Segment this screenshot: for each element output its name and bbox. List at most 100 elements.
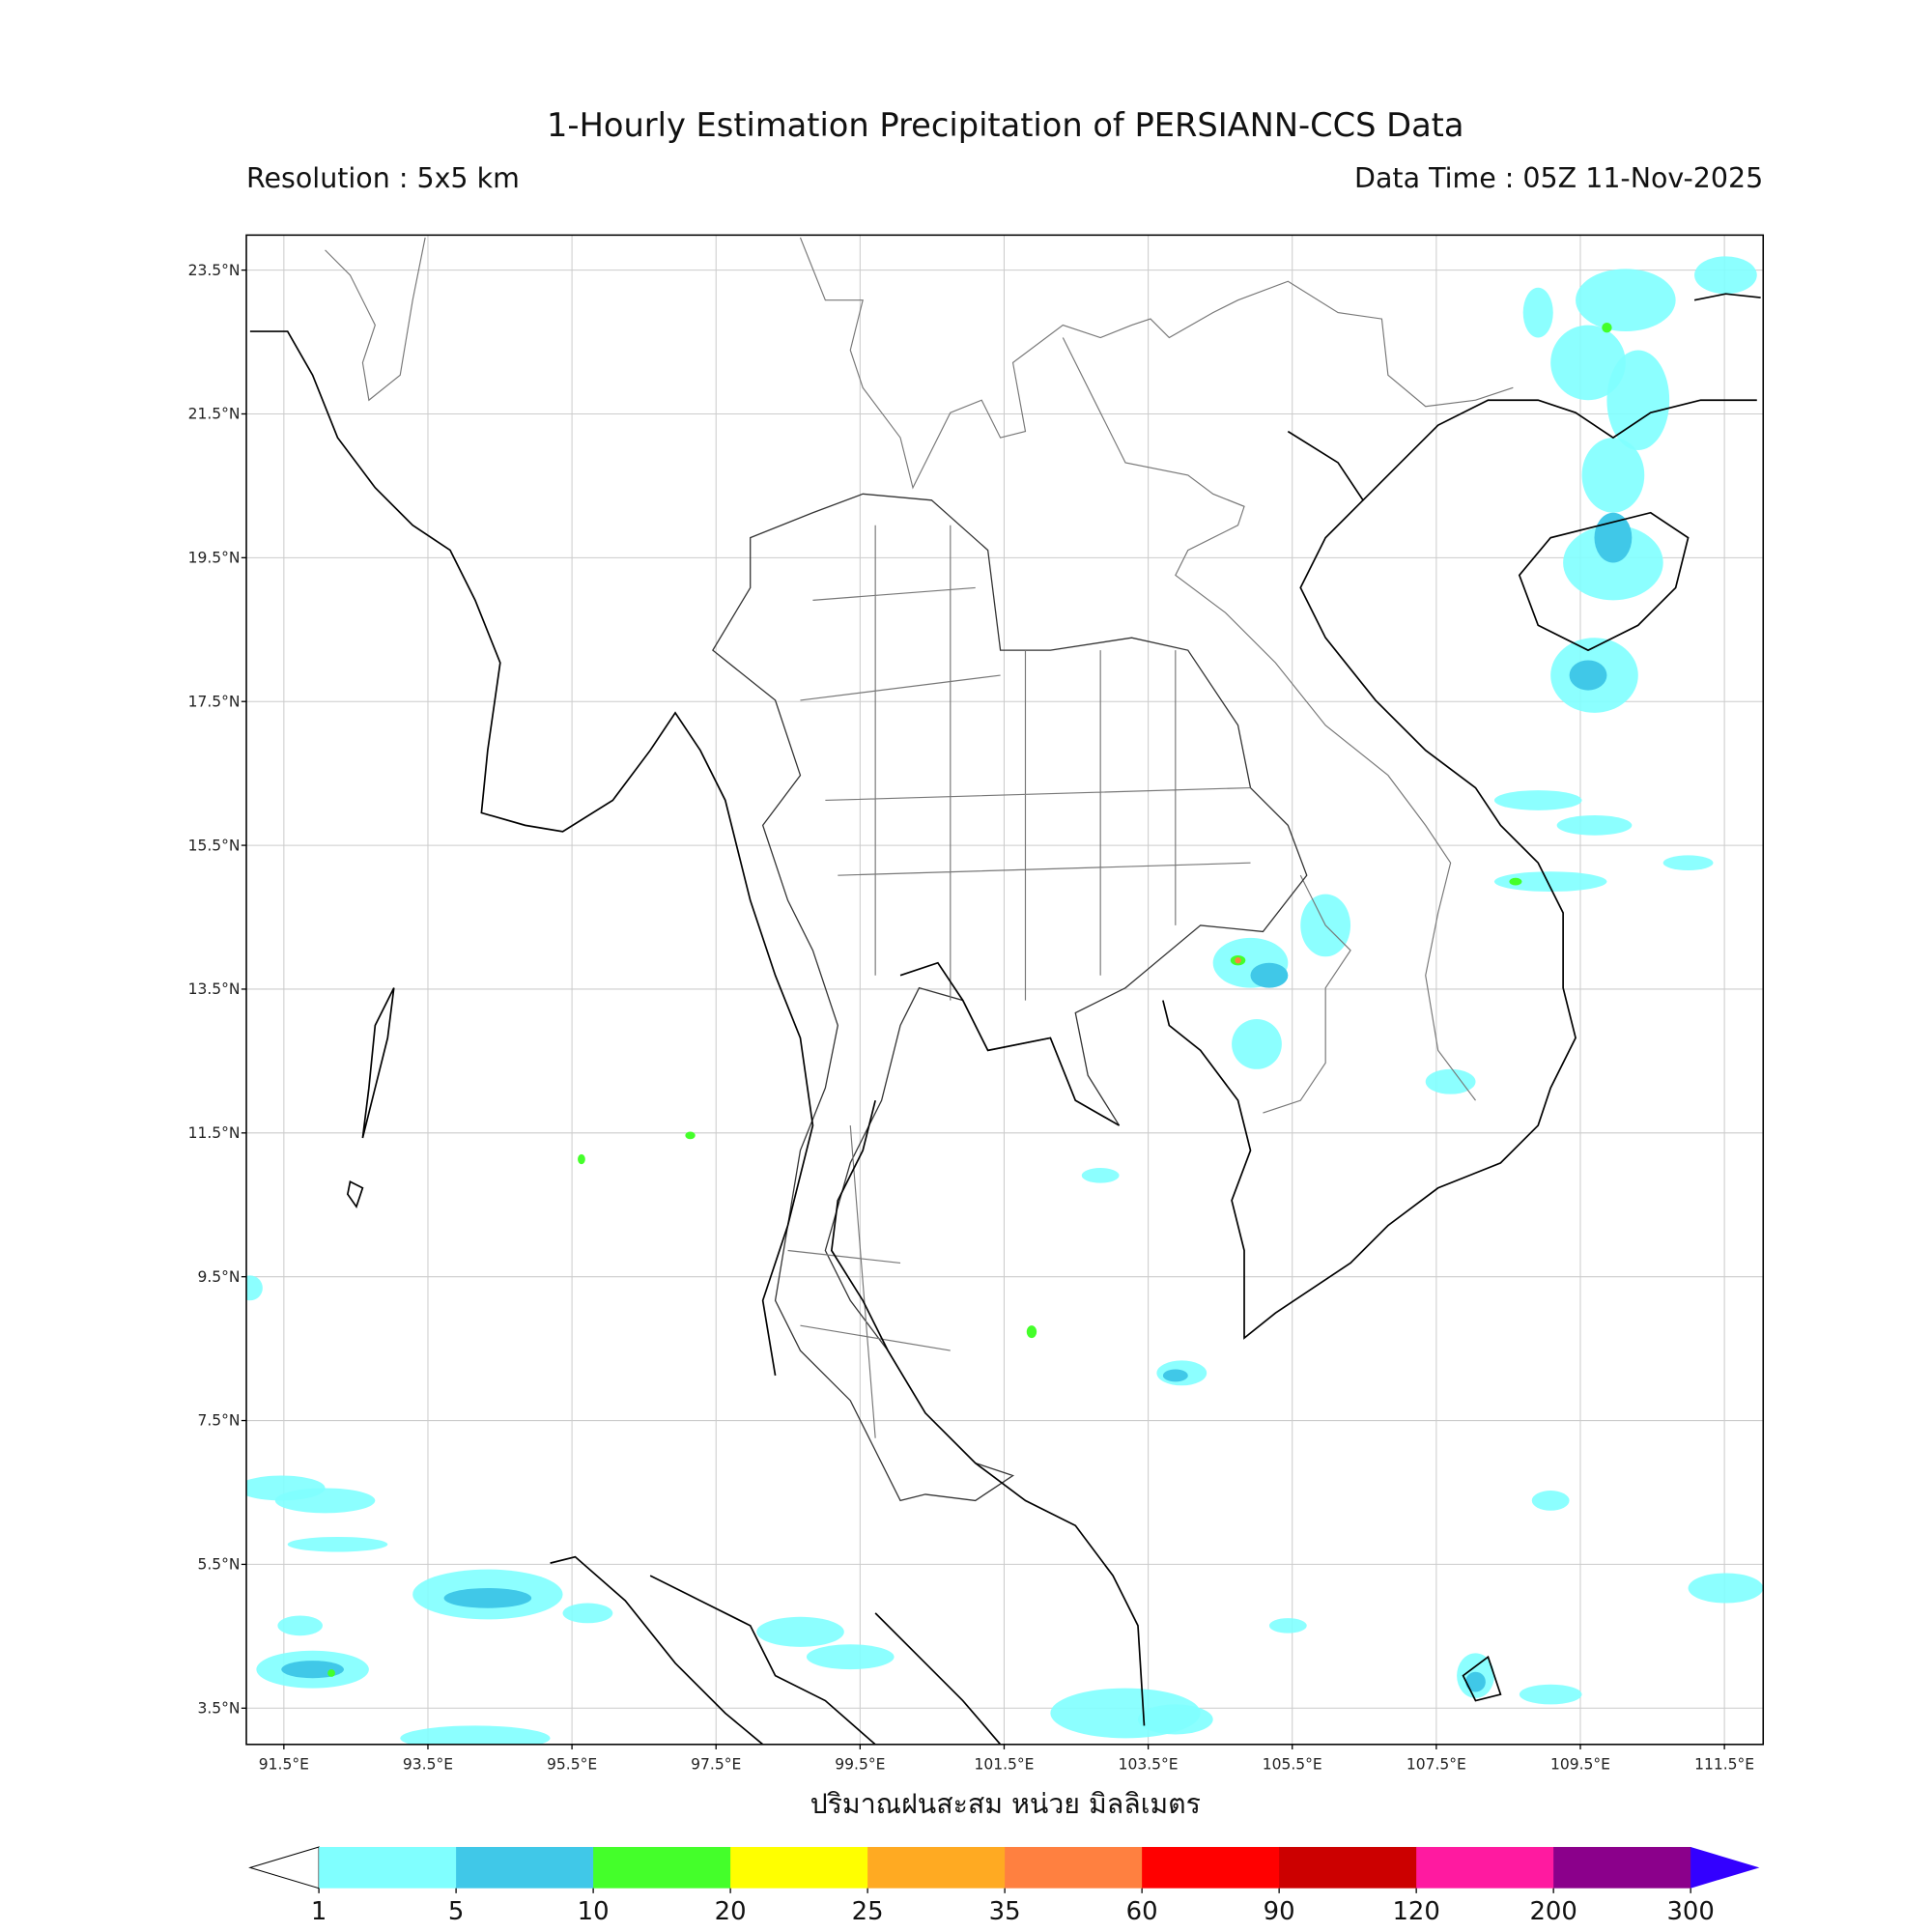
colorbar-tick-label: 5 (448, 1897, 464, 1926)
lat-label: 11.5°N (188, 1124, 241, 1142)
precip-area (1493, 871, 1607, 892)
precip-area (1602, 322, 1612, 333)
lat-label: 5.5°N (197, 1556, 240, 1574)
lon-label: 99.5°E (835, 1756, 885, 1774)
lon-label: 97.5°E (691, 1756, 741, 1774)
precipitation (246, 256, 1764, 1745)
precip-area (1465, 1671, 1486, 1692)
precip-area (1137, 1704, 1213, 1735)
lon-label: 105.5°E (1263, 1756, 1322, 1774)
precip-area (1576, 269, 1676, 332)
precip-area (1694, 256, 1757, 295)
lon-label: 93.5°E (403, 1756, 453, 1774)
colorbar-tick-label: 300 (1666, 1897, 1714, 1926)
island (346, 987, 395, 1209)
coastline (1162, 430, 1577, 1340)
precip-area (685, 1131, 696, 1140)
precip-area (443, 1588, 532, 1608)
colorbar-segment (1553, 1846, 1691, 1889)
colorbar-tick-label: 25 (852, 1897, 884, 1926)
colorbar-segment (1142, 1846, 1280, 1889)
coastline (550, 1555, 1502, 1745)
precip-area (1569, 660, 1607, 691)
thailand-outline (712, 493, 1308, 1502)
lon-label: 103.5°E (1119, 1756, 1179, 1774)
colorbar-segment (1279, 1846, 1417, 1889)
colorbar: 1 5 10 20 25 35 60 90 120 200 300 (248, 1846, 1760, 1926)
colorbar-over (1690, 1846, 1760, 1889)
precip-area (1235, 956, 1241, 964)
precip-area (1522, 287, 1553, 338)
lat-label: 9.5°N (197, 1268, 240, 1286)
lat-label: 13.5°N (188, 980, 241, 998)
precip-area (287, 1536, 388, 1552)
precip-area (1594, 512, 1633, 563)
precip-area (246, 1275, 263, 1301)
colorbar-tick-label: 60 (1126, 1897, 1158, 1926)
colorbar-segment (593, 1846, 731, 1889)
colorbar-tick-label: 90 (1264, 1897, 1295, 1926)
lat-label: 15.5°N (188, 837, 241, 854)
country-border (325, 237, 426, 402)
country-border (1062, 337, 1476, 1101)
lat-label: 19.5°N (188, 550, 241, 567)
precip-area (1519, 1684, 1582, 1705)
precip-area (1556, 815, 1633, 836)
precip-area (1081, 1168, 1120, 1183)
lon-label: 101.5°E (974, 1756, 1034, 1774)
colorbar-under (248, 1846, 320, 1889)
colorbar-segment (730, 1846, 868, 1889)
lon-label: 107.5°E (1406, 1756, 1466, 1774)
lat-label: 23.5°N (188, 262, 241, 279)
precip-area (562, 1603, 613, 1624)
lon-label: 91.5°E (259, 1756, 309, 1774)
coastline (830, 961, 1146, 1726)
precip-area (578, 1153, 585, 1165)
colorbar-segment (456, 1846, 594, 1889)
lon-label: 95.5°E (547, 1756, 597, 1774)
precip-area (1250, 962, 1289, 988)
lon-label: 109.5°E (1550, 1756, 1610, 1774)
precip-area (400, 1725, 551, 1745)
precip-area (1232, 1019, 1282, 1069)
precip-area (1425, 1068, 1476, 1094)
colorbar-tick-label: 200 (1529, 1897, 1577, 1926)
colorbar-segment (319, 1846, 457, 1889)
precip-area (1162, 1369, 1188, 1382)
precip-area (274, 1488, 376, 1514)
colorbar-segment (867, 1846, 1006, 1889)
lat-label: 17.5°N (188, 693, 241, 710)
colorbar-tick-label: 10 (578, 1897, 610, 1926)
precip-area (1531, 1491, 1570, 1511)
precip-area (1606, 350, 1670, 451)
precip-area (1581, 438, 1645, 513)
precip-area (277, 1615, 323, 1636)
precip-area (1509, 877, 1522, 886)
coastline (249, 330, 814, 1377)
lat-label: 7.5°N (197, 1412, 240, 1430)
precip-area (1563, 525, 1663, 601)
x-axis-label: ปริมาณฝนสะสม หน่วย มิลลิเมตร (810, 1788, 1201, 1820)
coastline (1693, 293, 1761, 301)
colorbar-segment (1416, 1846, 1554, 1889)
precip-area (327, 1669, 335, 1677)
country-border (1263, 874, 1351, 1114)
island (1518, 511, 1690, 652)
precip-area (281, 1661, 344, 1679)
coastline (1362, 399, 1757, 501)
precip-area (1662, 855, 1714, 870)
lat-label: 21.5°N (188, 406, 241, 423)
precip-area (806, 1644, 895, 1670)
country-border (799, 237, 1514, 490)
precip-area (1550, 325, 1626, 401)
basemap (249, 237, 1761, 1745)
precip-area (756, 1616, 844, 1647)
title: 1-Hourly Estimation Precipitation of PER… (547, 106, 1463, 144)
colorbar-tick-label: 20 (715, 1897, 747, 1926)
map-frame (245, 234, 1765, 1746)
grid: 23.5°N 21.5°N 19.5°N 17.5°N 15.5°N 13.5°N 11.5… (188, 235, 1764, 1774)
precip-area (1026, 1325, 1037, 1339)
colorbar-segment (1005, 1846, 1143, 1889)
colorbar-tick-label: 1 (311, 1897, 327, 1926)
